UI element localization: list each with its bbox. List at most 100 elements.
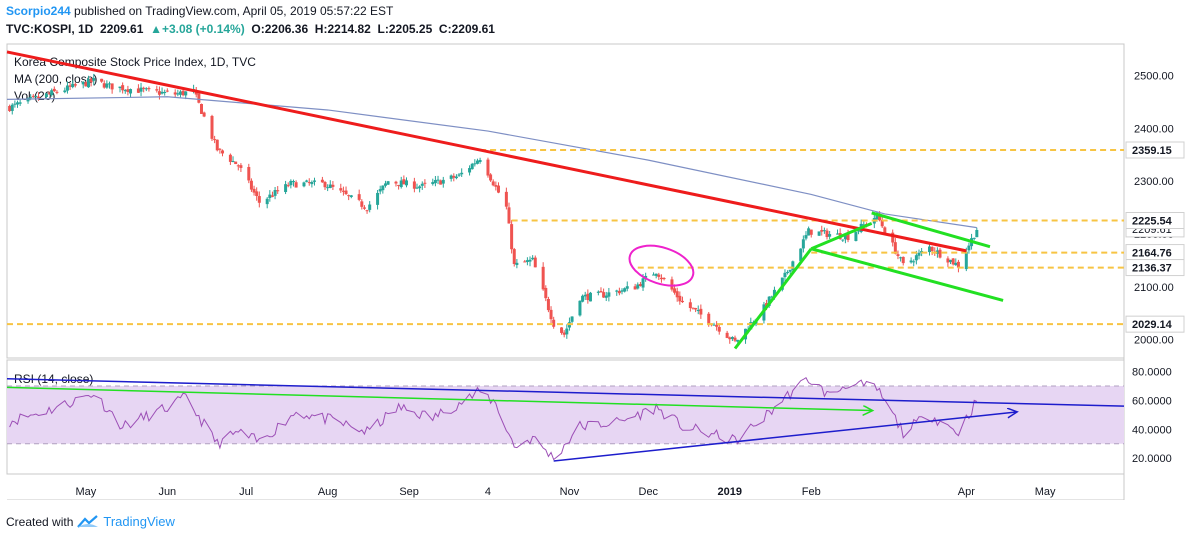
candle-body — [599, 291, 603, 293]
candle-body — [533, 257, 537, 268]
author-link[interactable]: Scorpio244 — [6, 4, 71, 18]
tradingview-brand[interactable]: TradingView — [103, 514, 175, 529]
high-label: H: — [314, 22, 328, 36]
candle-body — [157, 91, 161, 95]
candle-body — [560, 327, 564, 333]
price-level-label: 2164.76 — [1132, 248, 1172, 260]
candle-body — [975, 229, 979, 238]
candle-body — [652, 274, 656, 276]
rsi-blue-trendline — [553, 412, 1017, 462]
candle-body — [504, 191, 508, 207]
candle-body — [55, 91, 59, 93]
candle-body — [441, 179, 445, 184]
candle-body — [636, 284, 640, 289]
rsi-tick-label: 20.0000 — [1132, 453, 1172, 465]
candle-body — [625, 286, 629, 289]
candle-body — [52, 88, 56, 92]
candle-body — [341, 190, 345, 192]
candle-body — [696, 309, 700, 312]
candle-body — [496, 185, 500, 193]
y-tick-label: 2500.00 — [1134, 71, 1174, 83]
candle-body — [846, 233, 850, 241]
candle-body — [552, 319, 556, 327]
x-tick-label: Jul — [239, 486, 253, 498]
candle-body — [494, 185, 498, 187]
candle-body — [712, 324, 716, 326]
candle-body — [73, 84, 77, 86]
price-label-box — [1125, 141, 1185, 159]
candle-body — [841, 239, 845, 241]
candle-body — [147, 88, 151, 90]
candle-body — [570, 316, 574, 322]
candle-body — [699, 308, 703, 315]
candle-body — [772, 289, 776, 296]
candles-group — [8, 73, 979, 344]
green-trendline — [733, 247, 813, 350]
candle-body — [71, 83, 75, 88]
candle-body — [531, 257, 535, 260]
candle-body — [615, 290, 619, 292]
candle-body — [917, 252, 921, 256]
candle-body — [257, 196, 261, 203]
candle-body — [326, 187, 330, 189]
x-tick-label: Apr — [958, 486, 975, 498]
chart-canvas[interactable]: 2500.002400.002300.002200.002100.002000.… — [0, 0, 1188, 500]
candle-body — [210, 115, 214, 139]
candle-body — [878, 213, 882, 221]
candle-body — [81, 81, 85, 85]
candle-body — [909, 260, 913, 263]
candle-body — [381, 185, 385, 191]
candle-body — [801, 239, 805, 249]
publish-info: Scorpio244 published on TradingView.com,… — [6, 4, 393, 18]
candle-body — [365, 210, 369, 212]
candle-body — [620, 290, 624, 292]
legend-item: MA (200, close) — [14, 72, 97, 86]
candle-body — [460, 172, 464, 175]
last-price: 2209.61 — [100, 22, 144, 36]
candle-body — [828, 234, 832, 237]
candle-body — [972, 237, 976, 239]
candle-body — [659, 277, 663, 280]
candle-body — [804, 235, 808, 239]
candle-body — [581, 295, 585, 302]
candle-body — [236, 165, 240, 167]
green-trendline — [871, 211, 991, 249]
candle-body — [546, 298, 550, 311]
x-tick-label: Jun — [158, 486, 176, 498]
candle-body — [964, 251, 968, 270]
candle-body — [515, 262, 519, 265]
ohlc-bar: TVC:KOSPI, 1D 2209.61 ▲+3.08 (+0.14%) O:… — [6, 22, 495, 36]
candle-body — [544, 287, 548, 299]
candle-body — [265, 198, 269, 205]
candle-body — [105, 83, 109, 88]
candle-body — [843, 234, 847, 240]
candle-body — [286, 185, 290, 187]
candle-body — [549, 309, 553, 320]
candle-body — [276, 190, 280, 192]
candle-body — [728, 337, 732, 340]
candle-body — [63, 90, 67, 93]
created-with-text: Created with — [6, 514, 74, 529]
candle-body — [100, 78, 104, 82]
high-value: 2214.82 — [327, 22, 371, 36]
tradingview-logo-icon — [77, 514, 99, 528]
candle-body — [291, 181, 295, 183]
candle-body — [607, 292, 611, 297]
candle-body — [270, 195, 274, 197]
candle-body — [691, 307, 695, 309]
candle-body — [644, 275, 648, 278]
price-label-box — [1125, 259, 1185, 277]
x-tick-label: Nov — [560, 486, 580, 498]
candle-body — [525, 260, 529, 262]
candle-body — [930, 246, 934, 252]
candle-body — [139, 87, 143, 92]
candle-body — [783, 272, 787, 278]
candle-body — [268, 194, 272, 198]
candle-body — [213, 139, 217, 141]
candle-body — [415, 187, 419, 189]
candle-body — [596, 291, 600, 293]
price-level-label: 2136.37 — [1132, 263, 1172, 275]
candle-body — [368, 204, 372, 210]
candle-body — [914, 255, 918, 261]
candle-body — [197, 93, 201, 103]
